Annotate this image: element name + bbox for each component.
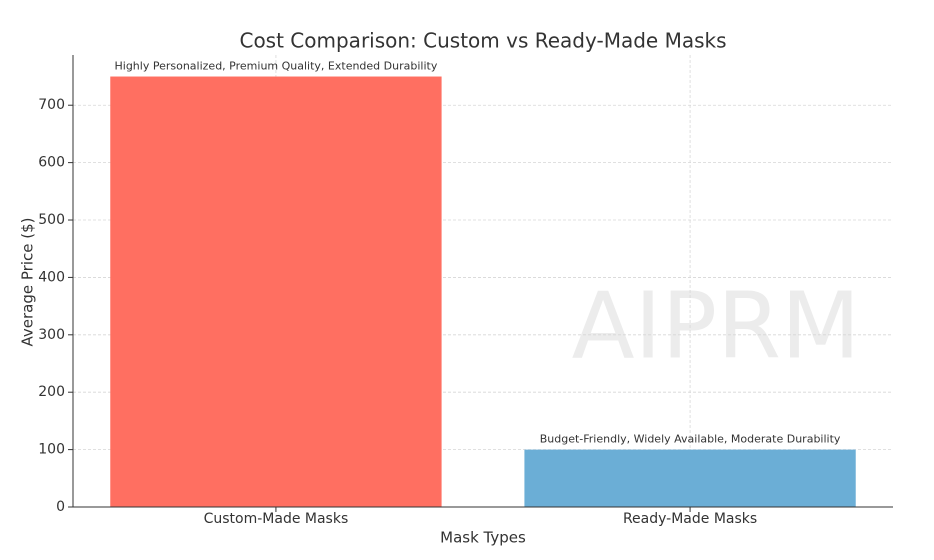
y-tick-label: 700	[38, 97, 65, 113]
y-tick-label: 400	[38, 269, 65, 285]
bar	[524, 449, 856, 507]
bar-label: Highly Personalized, Premium Quality, Ex…	[115, 60, 438, 73]
y-tick-label: 0	[56, 499, 65, 515]
y-tick-label: 300	[38, 327, 65, 343]
watermark: AIPRM	[572, 272, 861, 379]
y-axis-label: Average Price ($)	[19, 218, 37, 347]
x-tick-label: Ready-Made Masks	[623, 511, 757, 527]
y-tick-label: 500	[38, 212, 65, 228]
y-tick-label: 100	[38, 442, 65, 458]
y-tick-label: 600	[38, 155, 65, 171]
y-tick-label: 200	[38, 384, 65, 400]
bar	[110, 76, 442, 508]
x-tick-label: Custom-Made Masks	[204, 511, 349, 527]
bar-label: Budget-Friendly, Widely Available, Moder…	[540, 433, 841, 446]
chart-title: Cost Comparison: Custom vs Ready-Made Ma…	[239, 29, 726, 53]
x-axis-label: Mask Types	[440, 529, 526, 547]
